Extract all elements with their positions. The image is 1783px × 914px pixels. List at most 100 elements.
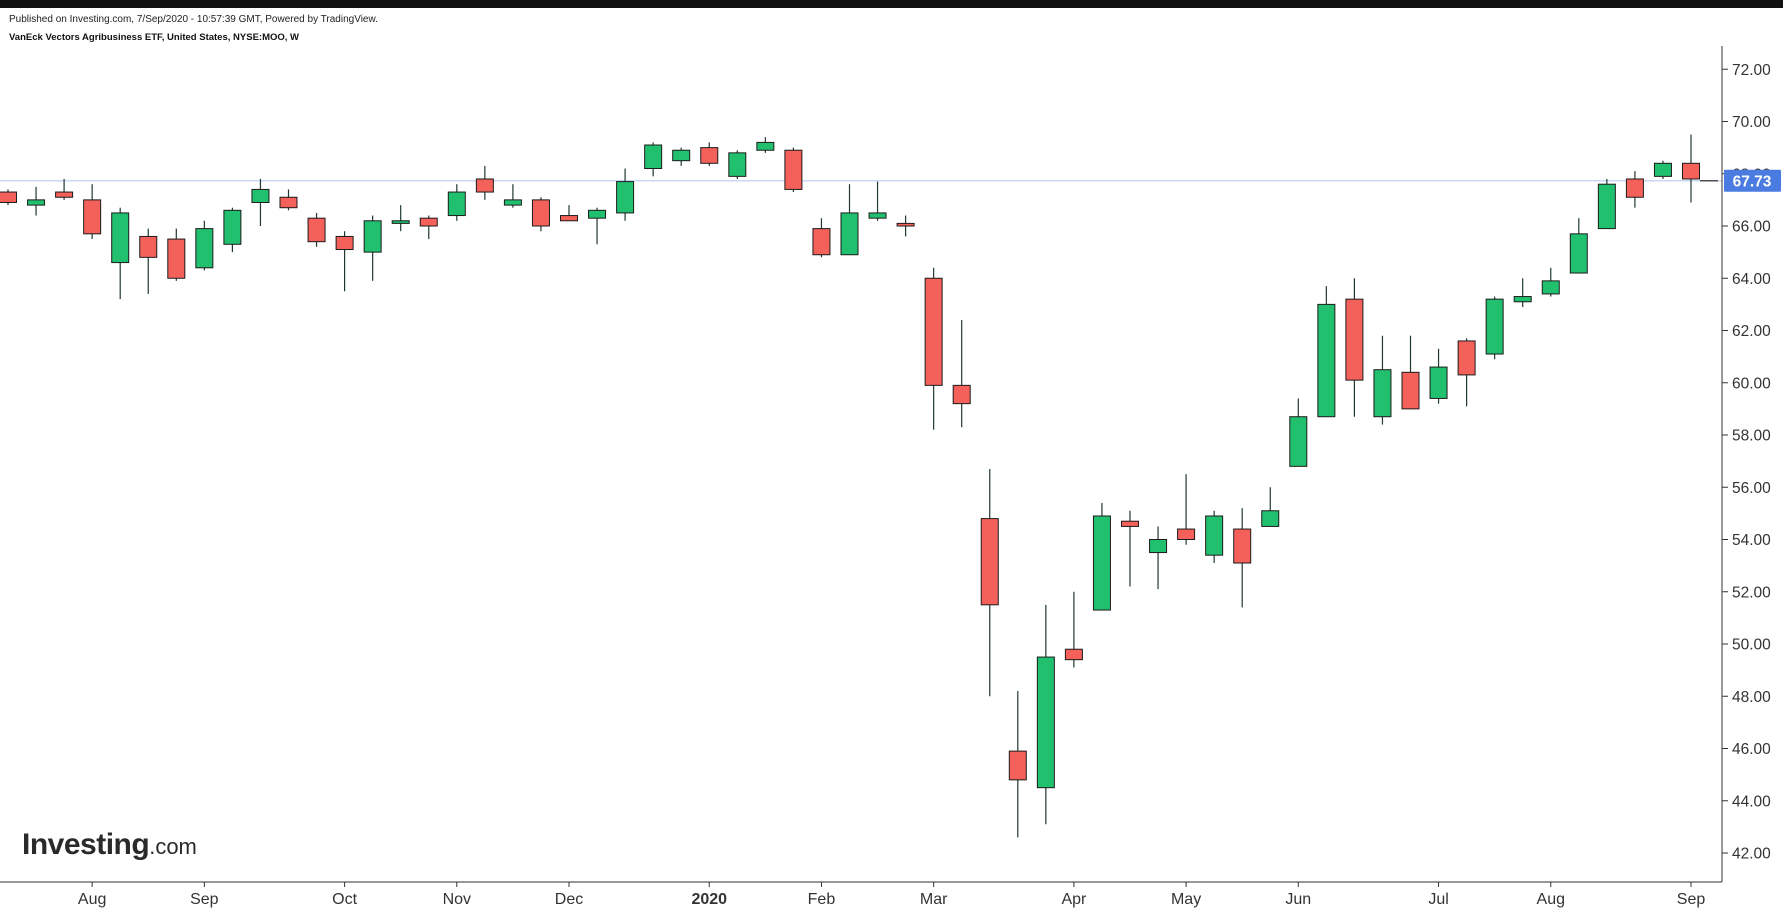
candle-body-down xyxy=(1682,162,1700,180)
candle-body-up xyxy=(391,220,410,224)
candle-body-down xyxy=(83,199,102,235)
y-tick-label: 58.00 xyxy=(1732,428,1771,445)
candle-body-up xyxy=(728,152,747,177)
candle-body-up xyxy=(1205,515,1224,556)
x-tick-label: 2020 xyxy=(691,891,727,908)
candle-body-up xyxy=(1092,515,1111,611)
last-price-badge xyxy=(1724,169,1781,192)
chart-title: VanEck Vectors Agribusiness ETF, United … xyxy=(9,32,300,43)
candle-body-down xyxy=(812,228,831,256)
candle-body-up xyxy=(503,199,522,206)
x-tick-label: Apr xyxy=(1061,891,1087,908)
logo-brand: Investing xyxy=(22,828,150,861)
candle-body-up xyxy=(111,212,130,264)
candle-body-down xyxy=(307,217,326,243)
candle-body-down xyxy=(335,235,354,251)
y-tick-label: 64.00 xyxy=(1732,271,1771,288)
y-tick-label: 46.00 xyxy=(1732,741,1771,758)
candle-body-down xyxy=(139,235,158,258)
candle-body-up xyxy=(1317,303,1336,418)
y-tick-label: 42.00 xyxy=(1732,846,1771,863)
x-tick-label: Dec xyxy=(555,891,583,908)
candle-body-up xyxy=(1261,510,1280,527)
candle-body-down xyxy=(700,147,719,164)
x-tick-label: Sep xyxy=(190,891,219,908)
x-tick-label: Aug xyxy=(1537,891,1565,908)
candle-body-down xyxy=(1345,298,1364,381)
candle-body-down xyxy=(1401,371,1420,410)
candle-body-up xyxy=(1597,183,1616,230)
candle-body-up xyxy=(223,209,242,245)
x-tick-label: Nov xyxy=(443,891,471,908)
candle-body-up xyxy=(251,188,270,203)
candle-body-down xyxy=(475,178,494,193)
candle-body-up xyxy=(1653,162,1672,177)
candle-body-up xyxy=(447,191,466,217)
candle-body-down xyxy=(1233,528,1252,564)
candle-body-up xyxy=(1289,416,1308,467)
candle-body-down xyxy=(784,149,803,190)
y-tick-label: 72.00 xyxy=(1732,62,1771,79)
x-tick-label: Mar xyxy=(920,891,948,908)
candle-body-up xyxy=(1569,233,1588,274)
candle-body-down xyxy=(1457,340,1476,376)
candle-body-up xyxy=(1429,366,1448,399)
last-price-label: 67.73 xyxy=(1733,173,1772,190)
y-tick-label: 52.00 xyxy=(1732,584,1771,601)
candle-body-up xyxy=(1541,280,1560,295)
candle-body-down xyxy=(0,191,17,203)
candle-body-down xyxy=(1121,520,1139,527)
y-tick-label: 66.00 xyxy=(1732,219,1771,236)
candle-body-down xyxy=(1625,178,1644,198)
candle-body-up xyxy=(363,220,382,253)
candle-body-up xyxy=(672,149,691,162)
candle-body-down xyxy=(924,277,943,386)
x-tick-label: Sep xyxy=(1677,891,1706,908)
y-tick-label: 56.00 xyxy=(1732,480,1771,497)
candle-body-up xyxy=(756,141,775,151)
y-tick-label: 48.00 xyxy=(1732,689,1771,706)
candle-body-up xyxy=(1149,539,1168,554)
candle-body-up xyxy=(1373,369,1392,418)
y-tick-label: 54.00 xyxy=(1732,532,1771,549)
x-tick-label: Oct xyxy=(332,891,357,908)
candle-body-up xyxy=(868,212,887,219)
investing-logo: Investing.com xyxy=(22,828,197,862)
y-tick-label: 60.00 xyxy=(1732,375,1771,392)
candle-body-up xyxy=(195,228,214,269)
logo-suffix: .com xyxy=(149,834,197,859)
candle-body-down xyxy=(980,518,999,606)
candle-body-up xyxy=(840,212,859,256)
candle-body-down xyxy=(560,215,578,222)
candle-body-up xyxy=(1485,298,1504,355)
candle-body-down xyxy=(167,238,186,279)
candle-body-down xyxy=(279,196,298,209)
candle-body-down xyxy=(419,217,438,227)
y-tick-label: 50.00 xyxy=(1732,637,1771,654)
candle-body-down xyxy=(55,191,74,198)
candle-body-down xyxy=(1177,528,1196,540)
candle-body-up xyxy=(1513,296,1532,303)
candle-body-up xyxy=(1036,656,1055,789)
candle-body-down xyxy=(952,384,971,405)
x-tick-label: Jul xyxy=(1428,891,1448,908)
published-caption: Published on Investing.com, 7/Sep/2020 -… xyxy=(9,14,378,25)
candle-body-down xyxy=(531,199,550,227)
candle-body-up xyxy=(644,144,663,170)
x-tick-label: Jun xyxy=(1285,891,1311,908)
x-tick-label: May xyxy=(1171,891,1201,908)
y-tick-label: 44.00 xyxy=(1732,793,1771,810)
x-tick-label: Aug xyxy=(78,891,106,908)
candle-body-down xyxy=(1064,648,1083,661)
candle-body-up xyxy=(27,199,46,206)
y-tick-label: 70.00 xyxy=(1732,114,1771,131)
candle-body-down xyxy=(896,222,915,227)
top-border xyxy=(0,0,1783,8)
candle-body-up xyxy=(616,181,635,214)
x-tick-label: Feb xyxy=(808,891,836,908)
candle-body-down xyxy=(1008,750,1027,781)
candle-body-up xyxy=(588,209,607,219)
candles-group xyxy=(0,134,1700,838)
y-tick-label: 62.00 xyxy=(1732,323,1771,340)
